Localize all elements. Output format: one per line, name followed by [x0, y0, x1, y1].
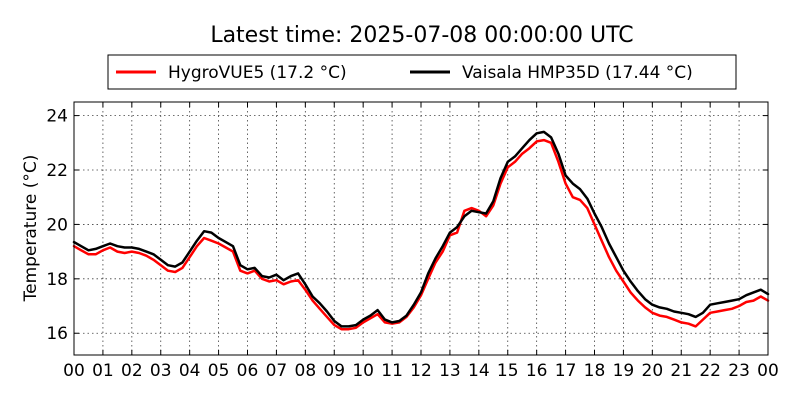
- x-tick-label: 16: [526, 361, 548, 381]
- x-tick-label: 04: [179, 361, 201, 381]
- x-tick-label: 09: [323, 361, 345, 381]
- y-tick-label: 16: [46, 324, 68, 344]
- x-tick-label: 23: [728, 361, 750, 381]
- x-tick-label: 03: [150, 361, 172, 381]
- legend: HygroVUE5 (17.2 °C) Vaisala HMP35D (17.4…: [107, 54, 737, 90]
- x-tick-label: 21: [670, 361, 692, 381]
- x-tick-label: 05: [208, 361, 230, 381]
- x-tick-label: 13: [439, 361, 461, 381]
- x-tick-label: 10: [352, 361, 374, 381]
- axis-ticks: 00 01 02 03 04 05 06 07 08 09 10 11 12 13 14 15 16 17 18 19…: [46, 102, 779, 381]
- series-lines: [72, 130, 770, 331]
- y-tick-label: 22: [46, 161, 68, 181]
- chart-title: Latest time: 2025-07-08 00:00:00 UTC: [210, 23, 633, 48]
- x-tick-label: 01: [92, 361, 114, 381]
- x-tick-label: 14: [468, 361, 490, 381]
- x-tick-label: 18: [584, 361, 606, 381]
- x-tick-label: 07: [266, 361, 288, 381]
- x-tick-label: 22: [699, 361, 721, 381]
- x-tick-label: 19: [613, 361, 635, 381]
- y-axis-label: Temperature (°C): [21, 155, 41, 303]
- x-tick-label: 00: [63, 361, 85, 381]
- x-tick-label: 12: [410, 361, 432, 381]
- x-tick-label: 11: [381, 361, 403, 381]
- x-tick-label: 02: [121, 361, 143, 381]
- x-tick-label: 06: [237, 361, 259, 381]
- plot-frame: [73, 101, 769, 356]
- series-line-vaisala: [72, 130, 770, 328]
- x-tick-label: 08: [295, 361, 317, 381]
- y-tick-label: 18: [46, 270, 68, 290]
- series-line-hygrovue5: [72, 138, 770, 331]
- x-tick-label: 00: [757, 361, 779, 381]
- y-tick-label: 20: [46, 215, 68, 235]
- legend-label-vaisala: Vaisala HMP35D (17.44 °C): [462, 63, 693, 83]
- grid: [74, 102, 768, 355]
- x-tick-label: 15: [497, 361, 519, 381]
- legend-label-hygrovue5: HygroVUE5 (17.2 °C): [168, 63, 347, 83]
- y-tick-label: 24: [46, 107, 68, 127]
- x-tick-label: 20: [642, 361, 664, 381]
- x-tick-label: 17: [555, 361, 577, 381]
